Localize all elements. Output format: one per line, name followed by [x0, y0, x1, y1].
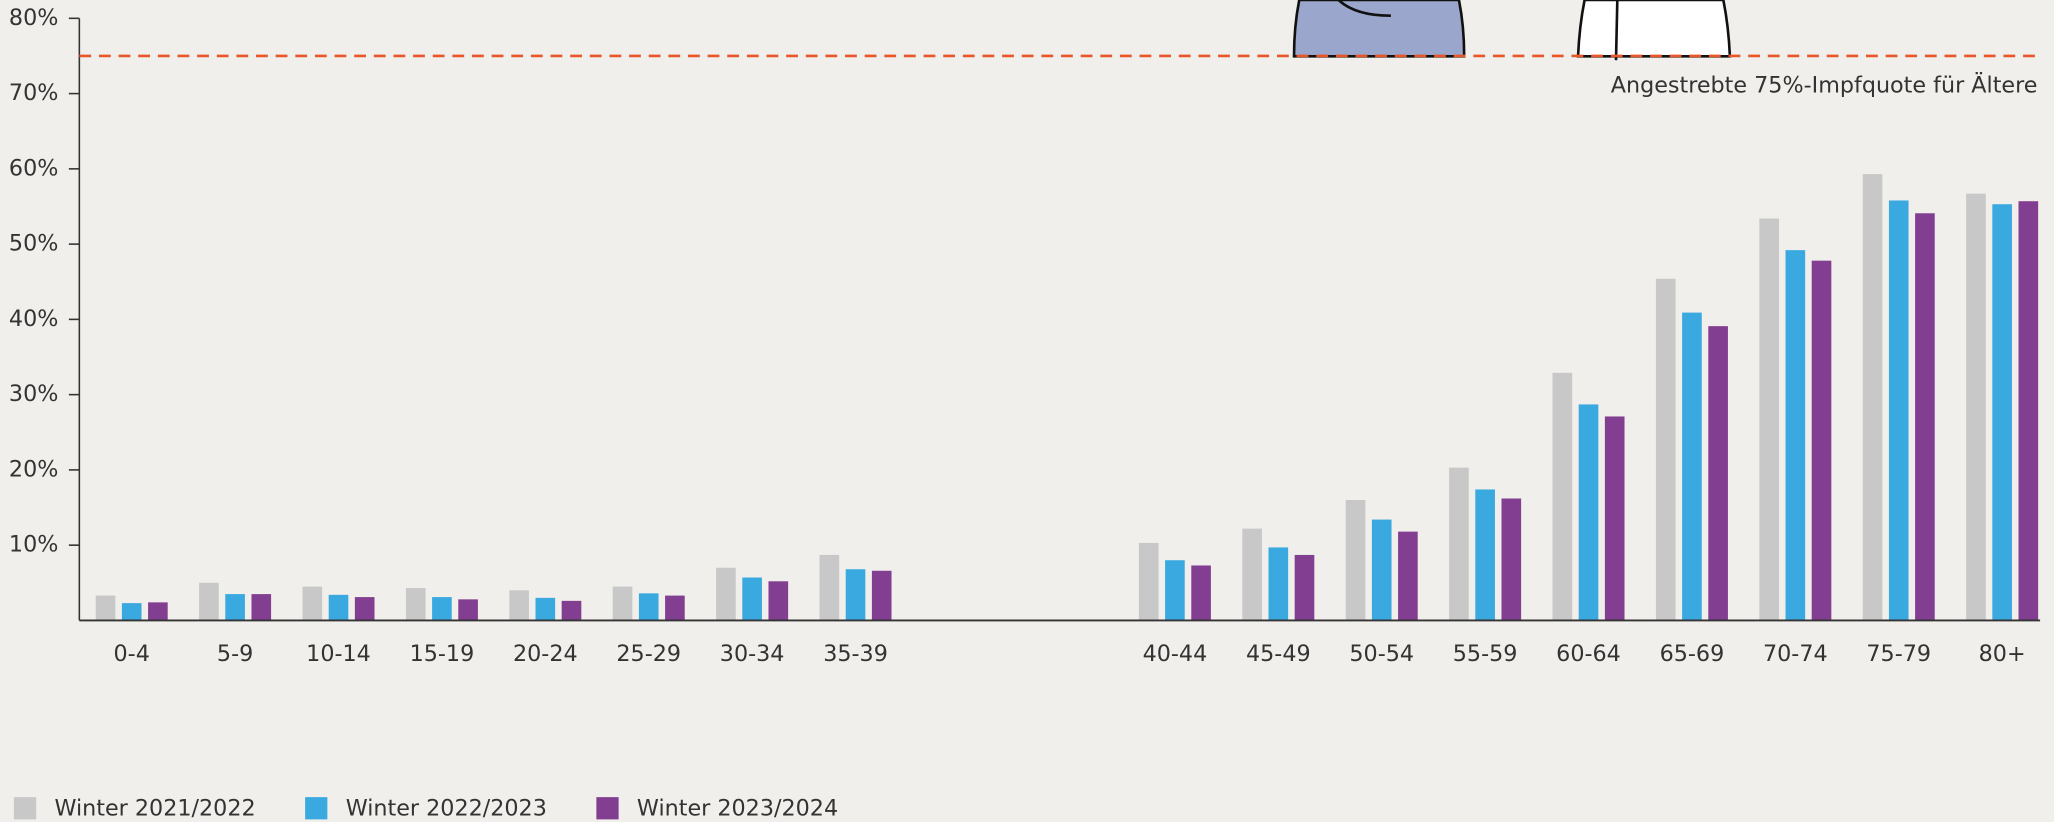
x-tick-label: 50-54 — [1349, 641, 1414, 667]
bar — [1862, 174, 1883, 621]
y-tick-label: 80% — [9, 5, 58, 31]
bar — [251, 594, 272, 621]
y-tick-label: 60% — [9, 155, 58, 181]
bar — [819, 554, 840, 621]
bar — [225, 594, 245, 621]
bar — [148, 602, 168, 621]
bar — [1888, 200, 1909, 621]
y-tick-label: 30% — [9, 381, 58, 407]
bar — [716, 567, 736, 621]
bar — [1682, 312, 1702, 621]
y-tick-label: 50% — [9, 231, 58, 257]
bar — [1578, 404, 1599, 621]
y-tick-label: 10% — [9, 532, 58, 558]
bar — [199, 582, 219, 621]
bar — [845, 569, 866, 621]
bar — [509, 590, 529, 621]
bar — [1915, 213, 1935, 621]
bar — [535, 597, 556, 621]
x-tick-label: 30-34 — [720, 641, 785, 667]
x-tick-label: 60-64 — [1556, 641, 1621, 667]
bar — [665, 595, 685, 621]
x-tick-label: 0-4 — [114, 641, 150, 667]
x-tick-label: 55-59 — [1453, 641, 1518, 667]
y-tick-label: 70% — [9, 80, 58, 106]
y-tick-label: 40% — [9, 306, 58, 332]
legend-label: Winter 2022/2023 — [346, 795, 547, 821]
bar — [1294, 554, 1315, 621]
bar — [354, 597, 375, 621]
legend-swatch — [596, 797, 619, 820]
bar — [1268, 547, 1289, 621]
bar — [1165, 560, 1185, 621]
bar — [302, 586, 323, 621]
bar — [1449, 467, 1469, 621]
bar — [95, 595, 116, 621]
bar — [1966, 193, 1986, 621]
x-tick-label: 70-74 — [1763, 641, 1828, 667]
x-tick-label: 25-29 — [616, 641, 681, 667]
bar — [458, 599, 478, 621]
bar — [1785, 250, 1806, 621]
y-tick-label: 20% — [9, 456, 58, 482]
bar — [561, 600, 582, 621]
bar — [432, 597, 452, 621]
x-tick-label: 5-9 — [217, 641, 253, 667]
bar — [1191, 565, 1211, 621]
x-tick-label: 80+ — [1979, 641, 2026, 667]
bar — [1604, 416, 1625, 621]
bar — [1345, 500, 1366, 621]
x-tick-label: 65-69 — [1660, 641, 1725, 667]
x-tick-label: 40-44 — [1143, 641, 1208, 667]
bar — [121, 603, 142, 621]
x-tick-label: 45-49 — [1246, 641, 1311, 667]
bar — [768, 581, 789, 621]
bar — [328, 594, 349, 621]
x-tick-label: 20-24 — [513, 641, 578, 667]
x-tick-label: 75-79 — [1866, 641, 1931, 667]
bar — [1811, 260, 1832, 621]
bar — [1992, 204, 2012, 621]
bar — [742, 577, 762, 621]
bar — [1708, 326, 1728, 621]
bar — [638, 593, 659, 621]
bar — [871, 570, 892, 621]
bar — [405, 588, 426, 621]
bar — [612, 586, 633, 621]
bar — [1552, 372, 1573, 621]
reference-label: Angestrebte 75%-Impfquote für Ältere — [1611, 71, 2038, 99]
x-tick-label: 10-14 — [306, 641, 371, 667]
x-tick-label: 35-39 — [823, 641, 888, 667]
bar — [1138, 542, 1159, 621]
bar — [1398, 531, 1418, 621]
bar — [1501, 498, 1522, 621]
legend-label: Winter 2023/2024 — [637, 795, 838, 821]
bar — [1759, 218, 1779, 621]
bar — [1371, 519, 1392, 621]
x-tick-label: 15-19 — [410, 641, 475, 667]
illustration — [1292, 0, 1732, 61]
legend-label: Winter 2021/2022 — [54, 795, 255, 821]
legend-swatch — [13, 797, 37, 820]
bar — [1242, 528, 1262, 621]
bar — [1655, 278, 1676, 621]
bar — [1475, 489, 1495, 621]
bar — [2018, 201, 2039, 621]
legend-swatch — [305, 797, 328, 820]
